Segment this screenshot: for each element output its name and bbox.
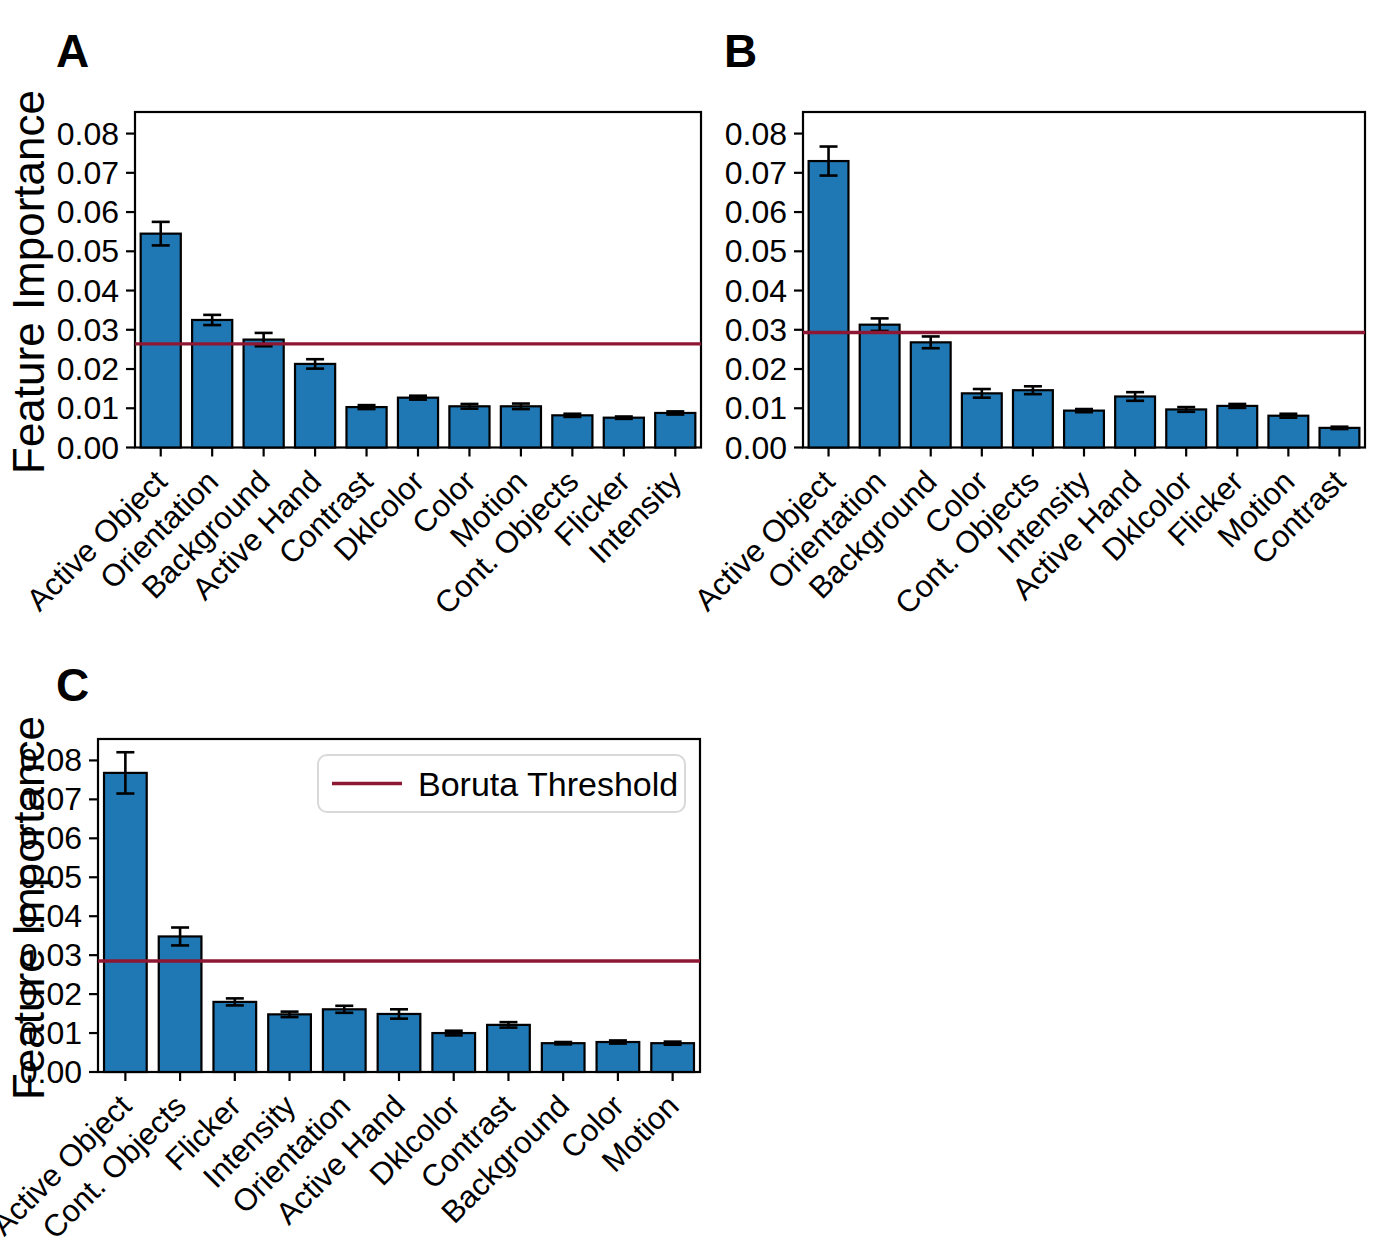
figure-canvas: A B C Feature Importance Feature Importa… [0,0,1387,1256]
bar [432,1033,475,1072]
bar [268,1014,311,1072]
bar [501,406,541,447]
bar [346,407,386,447]
bar [962,393,1002,447]
y-tick-label: 0.00 [20,1054,82,1090]
y-tick-label: 0.04 [57,273,119,309]
bar [487,1025,530,1072]
y-tick-label: 0.05 [57,233,119,269]
bar [1320,428,1360,448]
y-tick-label: 0.00 [57,430,119,466]
y-tick-label: 0.06 [57,194,119,230]
bar [141,234,181,448]
bar [1166,409,1206,447]
y-tick-label: 0.02 [20,976,82,1012]
y-tick-label: 0.03 [20,937,82,973]
y-tick-label: 0.01 [725,390,787,426]
y-tick-label: 0.03 [725,312,787,348]
bar [604,418,644,448]
y-tick-label: 0.06 [725,194,787,230]
bar [860,325,900,448]
bar [809,161,849,447]
bar [542,1043,585,1072]
y-tick-label: 0.08 [57,116,119,152]
y-tick-label: 0.02 [725,351,787,387]
bar [192,320,232,448]
y-tick-label: 0.06 [20,820,82,856]
y-tick-label: 0.02 [57,351,119,387]
y-tick-label: 0.04 [725,273,787,309]
bar [597,1042,640,1072]
chart-panel-c: 0.000.010.020.030.040.050.060.070.08Acti… [0,630,745,1256]
bar [1013,390,1053,447]
y-tick-label: 0.01 [20,1015,82,1051]
bar [398,398,438,448]
bar [1217,406,1257,448]
bar [323,1009,366,1072]
bar [378,1014,421,1072]
y-tick-label: 0.07 [20,781,82,817]
bar [104,773,147,1072]
bar [213,1002,256,1072]
bar [244,340,284,448]
chart-panel-b: 0.000.010.020.030.040.050.060.070.08Acti… [645,0,1387,640]
bar [911,342,951,447]
chart-panel-a: 0.000.010.020.030.040.050.060.070.08Acti… [0,0,745,640]
bar [552,415,592,447]
bar [1115,396,1155,447]
bar [159,936,202,1072]
legend-label: Boruta Threshold [418,765,678,803]
y-tick-label: 0.05 [20,859,82,895]
y-tick-label: 0.04 [20,898,82,934]
bar [1064,411,1104,448]
bar [651,1043,694,1072]
y-tick-label: 0.07 [57,155,119,191]
y-tick-label: 0.03 [57,312,119,348]
y-tick-label: 0.05 [725,233,787,269]
bar [1268,416,1308,448]
bar [295,364,335,448]
y-tick-label: 0.08 [725,116,787,152]
bar [449,406,489,447]
y-tick-label: 0.01 [57,390,119,426]
y-tick-label: 0.08 [20,742,82,778]
y-tick-label: 0.00 [725,430,787,466]
y-tick-label: 0.07 [725,155,787,191]
